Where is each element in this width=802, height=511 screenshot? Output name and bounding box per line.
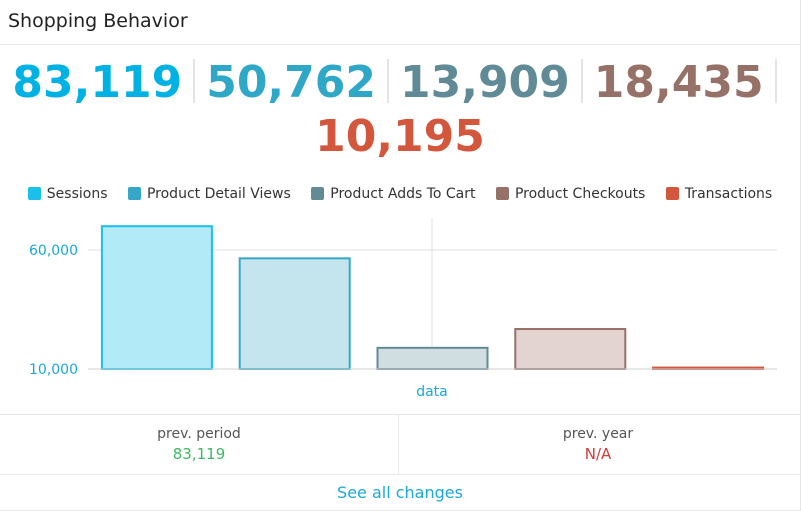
legend-item-sessions[interactable]: Sessions — [27, 186, 108, 202]
bar-product-checkouts — [514, 328, 627, 370]
legend-item-product-adds-to-cart[interactable]: Product Adds To Cart — [311, 186, 476, 202]
metric-sessions: 83,119 — [12, 57, 183, 108]
legend-item-product-detail-views[interactable]: Product Detail Views — [127, 186, 291, 202]
chart-legend: Sessions Product Detail Views Product Ad… — [0, 186, 800, 202]
prev-period-label: prev. period — [157, 426, 241, 442]
legend-label: Sessions — [46, 186, 108, 202]
prev-period-value: 83,119 — [172, 445, 226, 463]
legend-label: Product Adds To Cart — [330, 186, 476, 202]
bar-chart: 60,000 10,000 data — [29, 218, 777, 400]
comparison-footer: prev. period 83,119 prev. year N/A — [0, 414, 800, 475]
y-tick-label: 10,000 — [29, 362, 78, 378]
legend-swatch — [127, 187, 141, 200]
prev-period-panel: prev. period 83,119 — [0, 415, 399, 474]
prev-year-value: N/A — [584, 445, 612, 463]
widget-header: Shopping Behavior — [0, 0, 800, 45]
metric-product-adds-to-cart: 13,909 — [400, 57, 570, 108]
legend-swatch — [665, 187, 679, 200]
legend-item-product-checkouts[interactable]: Product Checkouts — [495, 186, 646, 202]
metric-separator — [774, 59, 777, 103]
metric-separator — [580, 59, 583, 103]
y-tick-label: 60,000 — [29, 243, 78, 259]
legend-label: Product Checkouts — [514, 186, 646, 202]
see-all-changes-link[interactable]: See all changes — [337, 483, 463, 502]
legend-swatch — [495, 187, 509, 200]
legend-swatch — [27, 187, 41, 200]
metric-separator — [387, 59, 389, 103]
prev-year-panel: prev. year N/A — [399, 415, 797, 474]
prev-year-label: prev. year — [562, 426, 634, 442]
metrics-row: 83,119 50,762 13,909 18,435 10,195 — [0, 56, 800, 164]
bar-sessions — [100, 225, 213, 371]
legend-label: Product Detail Views — [146, 186, 291, 202]
metric-product-checkouts: 18,435 — [593, 57, 764, 108]
legend-label: Transactions — [684, 186, 773, 202]
widget-title: Shopping Behavior — [8, 10, 188, 32]
bar-product-detail-views — [238, 257, 351, 370]
metric-separator — [193, 59, 196, 103]
metric-transactions: 10,195 — [315, 111, 485, 162]
legend-item-transactions[interactable]: Transactions — [665, 186, 773, 202]
metric-product-detail-views: 50,762 — [206, 57, 376, 108]
x-category-label: data — [416, 384, 448, 400]
bar-product-adds-to-cart — [376, 346, 489, 370]
legend-swatch — [311, 187, 325, 200]
